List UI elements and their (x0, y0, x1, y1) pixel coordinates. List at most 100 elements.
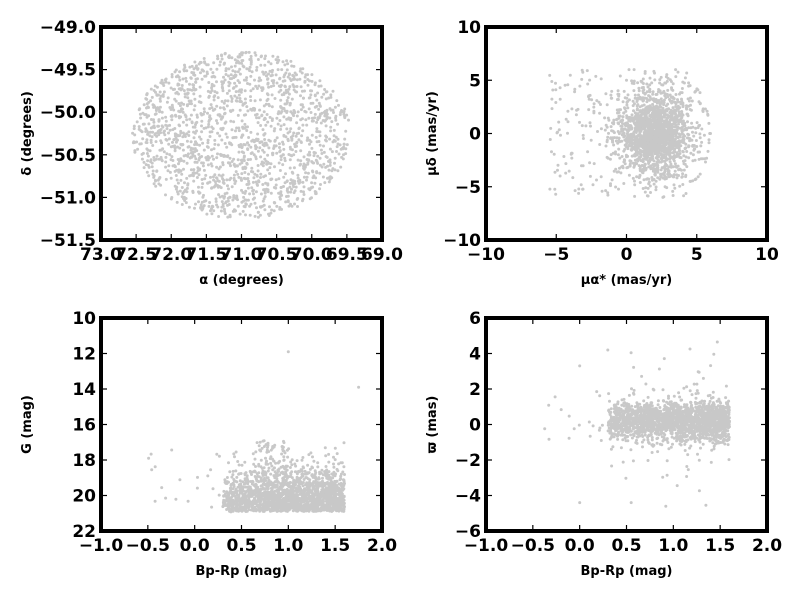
data-point (657, 88, 661, 91)
data-point (687, 126, 691, 130)
data-point (291, 74, 295, 78)
data-point (262, 72, 266, 76)
data-point (164, 193, 167, 197)
data-point (171, 128, 175, 132)
data-point (609, 153, 613, 157)
data-point (643, 190, 647, 194)
data-point (261, 183, 265, 186)
data-point (232, 120, 236, 124)
data-point (216, 57, 220, 61)
data-point (548, 73, 552, 77)
data-point (240, 491, 244, 495)
data-point (566, 131, 569, 135)
data-point (328, 107, 332, 111)
data-point (285, 109, 289, 113)
data-point (273, 470, 277, 474)
data-point (273, 97, 277, 100)
data-point (249, 157, 252, 161)
data-point (189, 140, 193, 144)
data-point (620, 165, 624, 169)
data-point (332, 455, 335, 459)
data-point (638, 141, 642, 144)
data-point (192, 108, 196, 112)
data-point (669, 163, 673, 167)
data-point (245, 162, 249, 166)
data-point (173, 149, 177, 153)
data-point (217, 215, 221, 218)
data-point (673, 162, 677, 166)
data-point (208, 180, 212, 184)
data-point (192, 83, 196, 87)
data-point (683, 147, 687, 151)
data-point (158, 97, 162, 101)
data-point (139, 142, 143, 146)
data-point (681, 159, 685, 163)
data-point (145, 92, 149, 96)
data-point (247, 179, 251, 183)
data-point (236, 164, 239, 168)
data-point (343, 137, 347, 141)
data-point (670, 140, 674, 144)
data-point (185, 161, 189, 165)
data-point (246, 109, 250, 113)
data-point (308, 138, 311, 142)
data-point (299, 159, 303, 163)
data-point (592, 162, 596, 166)
data-point (231, 469, 235, 473)
data-point (668, 78, 672, 82)
data-point (633, 140, 637, 144)
data-point (153, 178, 157, 182)
data-point (671, 189, 675, 193)
data-point (296, 158, 300, 162)
data-point (276, 68, 280, 72)
data-point (677, 139, 681, 143)
data-point (241, 126, 245, 130)
data-point (657, 116, 660, 120)
data-point (233, 164, 237, 168)
data-point (648, 114, 652, 118)
data-point (274, 178, 278, 182)
data-point (210, 154, 214, 158)
data-point (661, 91, 664, 95)
data-point (625, 139, 629, 143)
data-point (654, 179, 658, 183)
data-point (552, 152, 556, 156)
data-point (316, 130, 320, 134)
data-point (265, 162, 269, 166)
data-point (633, 136, 637, 139)
data-point (646, 105, 649, 109)
data-point (223, 99, 227, 103)
data-point (174, 99, 178, 103)
data-point (309, 451, 313, 455)
data-point (659, 174, 663, 178)
data-point (186, 183, 190, 187)
data-point (664, 113, 667, 116)
data-point (640, 164, 644, 168)
data-point (674, 140, 678, 144)
data-point (629, 136, 633, 139)
data-point (647, 110, 651, 114)
data-point (270, 73, 274, 77)
data-point (665, 125, 669, 129)
data-point (643, 92, 647, 96)
data-point (304, 73, 308, 77)
data-point (680, 87, 684, 90)
data-point (626, 165, 630, 169)
data-point (324, 155, 328, 159)
data-point (654, 185, 658, 189)
data-point (646, 126, 650, 130)
data-point (184, 115, 188, 119)
data-point (146, 132, 150, 136)
data-point (236, 158, 240, 162)
data-point (680, 97, 683, 101)
data-point (166, 169, 170, 173)
data-point (574, 113, 578, 117)
data-point (194, 121, 198, 125)
data-point (263, 57, 267, 61)
data-point (232, 157, 236, 161)
data-point (151, 172, 155, 176)
data-point (694, 177, 698, 181)
data-point (329, 93, 333, 97)
data-point (212, 98, 216, 102)
data-point (150, 161, 154, 165)
